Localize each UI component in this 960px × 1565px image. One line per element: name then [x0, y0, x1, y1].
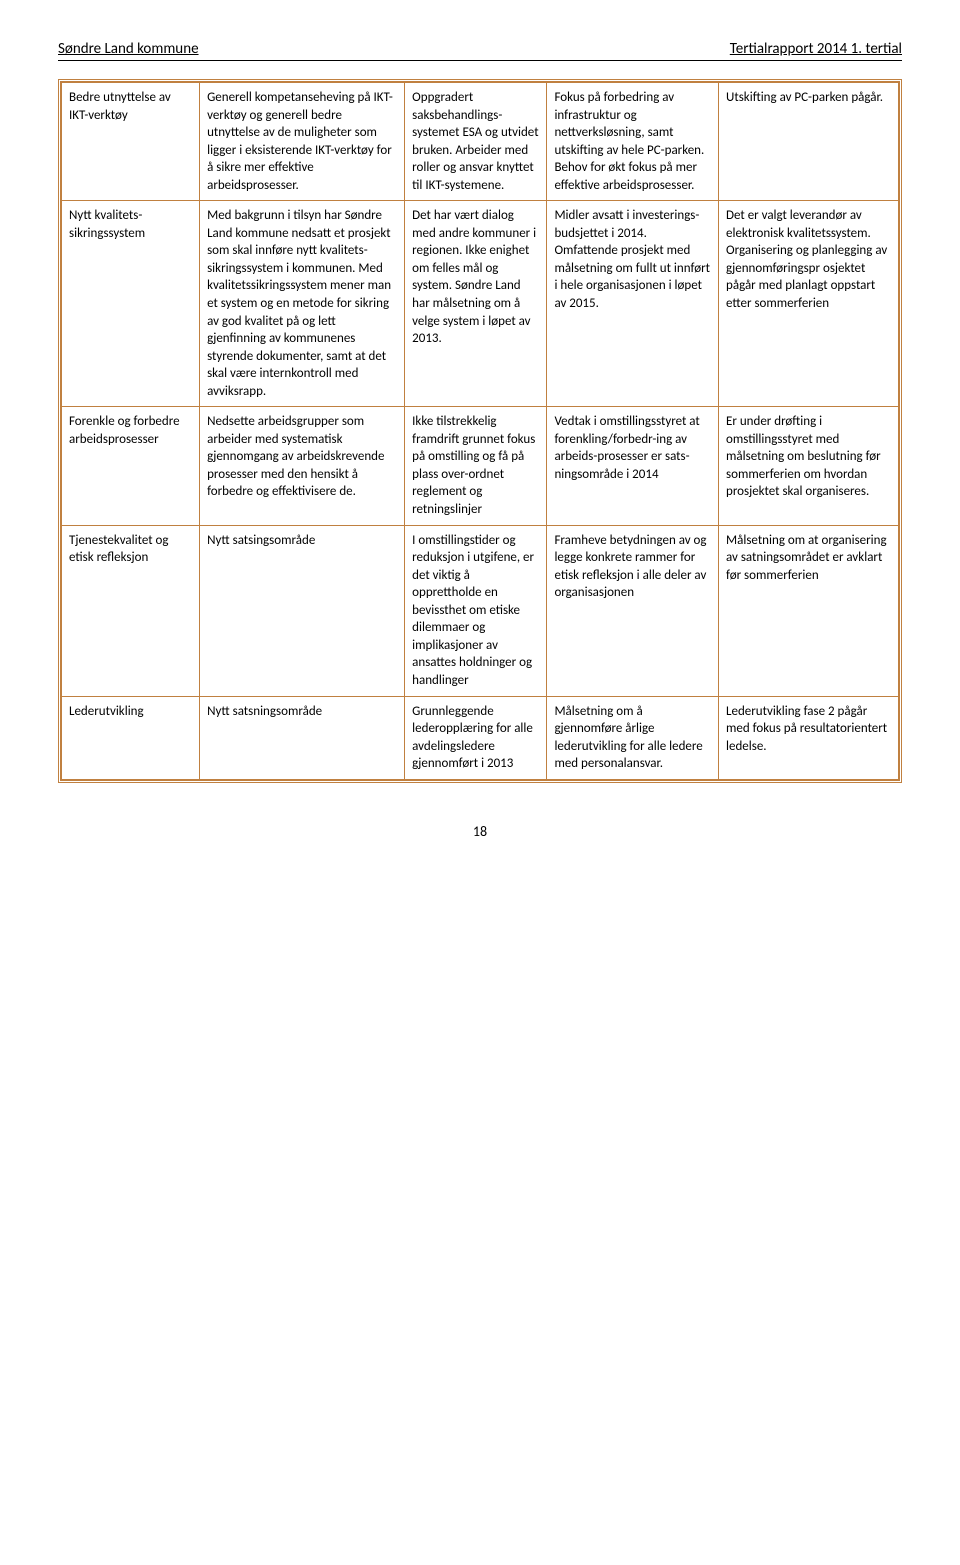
cell-topic: Tjenestekvalitet og etisk refleksjon: [62, 525, 200, 696]
cell-action: Lederutvikling fase 2 pågår med fokus på…: [719, 696, 899, 779]
cell-status: Oppgradert saksbehandlings-systemet ESA …: [405, 83, 547, 201]
cell-topic: Bedre utnyttelse av IKT-verktøy: [62, 83, 200, 201]
header-row: Søndre Land kommune Tertialrapport 2014 …: [58, 40, 902, 61]
cell-action: Målsetning om at organisering av satning…: [719, 525, 899, 696]
cell-description: Med bakgrunn i tilsyn har Søndre Land ko…: [200, 201, 405, 407]
cell-action: Det er valgt leverandør av elektronisk k…: [719, 201, 899, 407]
document-page: Søndre Land kommune Tertialrapport 2014 …: [0, 0, 960, 870]
header-title-right: Tertialrapport 2014 1. tertial: [730, 40, 902, 58]
cell-status: Det har vært dialog med andre kommuner i…: [405, 201, 547, 407]
cell-status: Ikke tilstrekkelig framdrift grunnet fok…: [405, 407, 547, 525]
report-table-wrap: Bedre utnyttelse av IKT-verktøy Generell…: [58, 79, 902, 783]
table-row: Tjenestekvalitet og etisk refleksjon Nyt…: [62, 525, 899, 696]
cell-status: Grunnleggende lederopplæring for alle av…: [405, 696, 547, 779]
page-number: 18: [58, 823, 902, 840]
table-row: Nytt kvalitets-sikringssystem Med bakgru…: [62, 201, 899, 407]
cell-assessment: Midler avsatt i investerings-budsjettet …: [547, 201, 719, 407]
cell-action: Er under drøfting i omstillingsstyret me…: [719, 407, 899, 525]
cell-description: Nedsette arbeidsgrupper som arbeider med…: [200, 407, 405, 525]
cell-assessment: Vedtak i omstillingsstyret at forenkling…: [547, 407, 719, 525]
table-row: Bedre utnyttelse av IKT-verktøy Generell…: [62, 83, 899, 201]
cell-assessment: Fokus på forbedring av infrastruktur og …: [547, 83, 719, 201]
cell-topic: Lederutvikling: [62, 696, 200, 779]
table-row: Lederutvikling Nytt satsningsområde Grun…: [62, 696, 899, 779]
table-row: Forenkle og forbedre arbeidsprosesser Ne…: [62, 407, 899, 525]
cell-description: Nytt satsingsområde: [200, 525, 405, 696]
cell-description: Nytt satsningsområde: [200, 696, 405, 779]
cell-topic: Nytt kvalitets-sikringssystem: [62, 201, 200, 407]
cell-topic: Forenkle og forbedre arbeidsprosesser: [62, 407, 200, 525]
cell-status: I omstillingstider og reduksjon i utgife…: [405, 525, 547, 696]
report-table-body: Bedre utnyttelse av IKT-verktøy Generell…: [62, 83, 899, 780]
cell-assessment: Målsetning om å gjennomføre årlige leder…: [547, 696, 719, 779]
cell-action: Utskifting av PC-parken pågår.: [719, 83, 899, 201]
header-title-left: Søndre Land kommune: [58, 40, 199, 58]
cell-description: Generell kompetanseheving på IKT-verktøy…: [200, 83, 405, 201]
cell-assessment: Framheve betydningen av og legge konkret…: [547, 525, 719, 696]
report-table: Bedre utnyttelse av IKT-verktøy Generell…: [61, 82, 899, 780]
